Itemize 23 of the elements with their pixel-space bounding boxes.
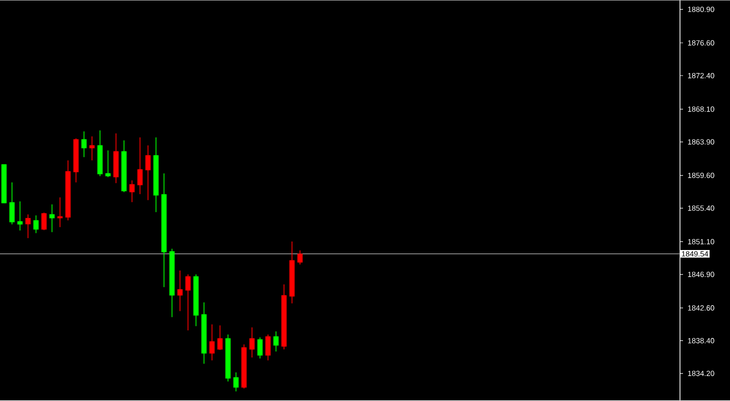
candlestick — [257, 337, 263, 359]
candlestick — [265, 334, 271, 361]
candlestick — [57, 197, 63, 228]
candlestick — [41, 212, 47, 231]
candlestick — [273, 331, 279, 352]
candlestick — [89, 136, 95, 161]
candlestick — [297, 250, 303, 265]
candlestick — [233, 372, 239, 392]
candlestick — [209, 324, 215, 361]
candlestick — [177, 270, 183, 312]
candlestick — [17, 201, 23, 231]
candlestick — [81, 131, 87, 158]
candlestick — [217, 325, 223, 351]
candlestick — [249, 327, 255, 358]
candlestick — [145, 145, 151, 201]
candlestick — [105, 150, 111, 178]
candlestick — [9, 182, 15, 225]
candlestick — [137, 137, 143, 195]
candlestick — [185, 274, 191, 331]
candlestick — [129, 180, 135, 203]
candlestick — [33, 215, 39, 234]
candlestick — [25, 214, 31, 239]
candlestick — [49, 204, 55, 233]
